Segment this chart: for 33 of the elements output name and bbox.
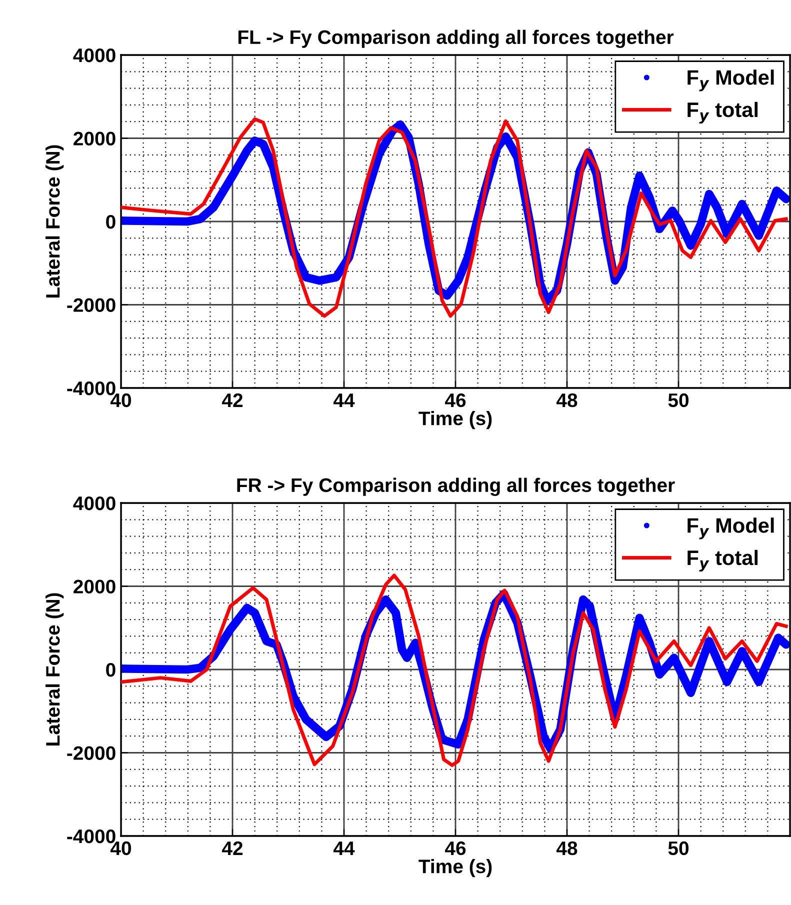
chart-title: FR -> Fy Comparison adding all forces together [237, 478, 675, 496]
y-tick-label: -2000 [67, 298, 116, 312]
x-tick-label: 50 [668, 841, 689, 856]
x-axis-title: Time (s) [418, 410, 492, 430]
y-tick-label: -4000 [67, 829, 116, 844]
x-tick-label: 40 [110, 393, 132, 408]
y-axis-title: Lateral Force (N) [46, 145, 64, 298]
y-tick-label: 4000 [73, 48, 116, 62]
y-tick-label: 0 [106, 214, 116, 229]
x-tick-label: 46 [444, 841, 466, 856]
x-tick-label: 42 [222, 393, 243, 407]
chart-title: FL -> Fy Comparison adding all forces together [238, 30, 674, 48]
x-axis-title: Time (s) [418, 858, 492, 878]
x-tick-label: 44 [333, 394, 355, 407]
legend-label: F$_{y}$ total [688, 550, 758, 572]
legend-label: F$_{y}$ Model [688, 70, 774, 92]
legend-label: F$_{y}$ total [688, 102, 758, 124]
y-tick-label: -2000 [67, 746, 116, 760]
x-tick-label: 48 [556, 841, 578, 856]
y-tick-label: -4000 [67, 381, 116, 396]
x-tick-label: 44 [333, 842, 355, 855]
x-tick-label: 50 [668, 393, 689, 408]
x-tick-label: 48 [556, 393, 578, 408]
y-tick-label: 0 [106, 662, 116, 677]
legend-label: F$_{y}$ Model [688, 518, 774, 540]
line-series [121, 574, 788, 767]
x-tick-label: 40 [110, 841, 132, 856]
y-tick-label: 4000 [73, 496, 116, 510]
y-tick-label: 2000 [74, 580, 116, 594]
x-tick-label: 42 [222, 841, 243, 855]
x-tick-label: 46 [444, 393, 466, 408]
y-tick-label: 2000 [74, 132, 116, 146]
y-axis-title: Lateral Force (N) [46, 593, 64, 746]
